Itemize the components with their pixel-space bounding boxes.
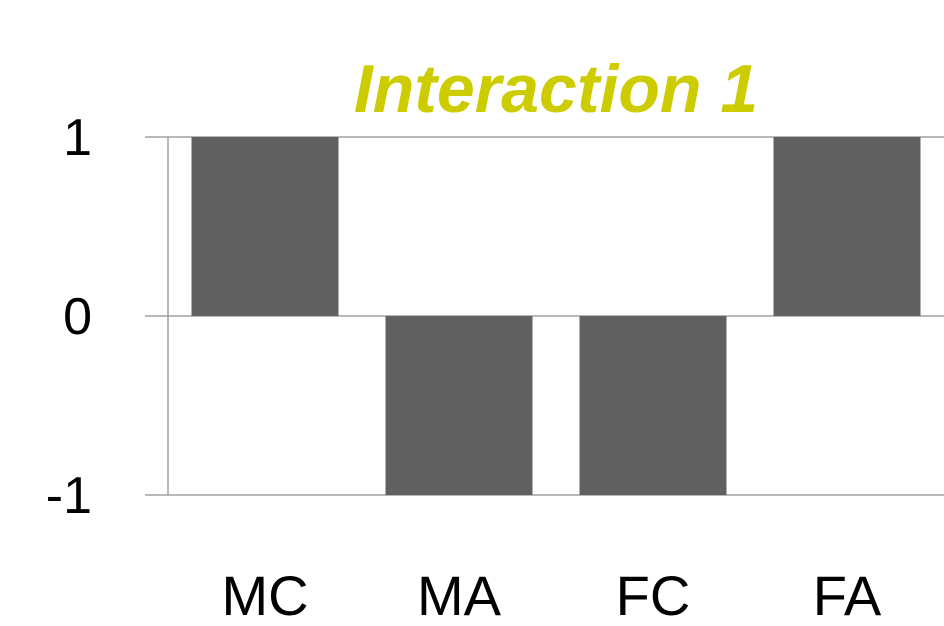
x-tick-label-fa: FA [813, 564, 882, 626]
y-tick-label-2: -1 [46, 467, 92, 525]
y-tick-label-0: 1 [63, 109, 92, 167]
y-tick-labels: 1 0 -1 [46, 109, 92, 525]
bar-fc [579, 316, 727, 495]
bars [191, 137, 921, 495]
bar-mc [191, 137, 339, 316]
chart-title: Interaction 1 [354, 51, 758, 127]
bar-fa [773, 137, 921, 316]
y-tick-label-1: 0 [63, 288, 92, 346]
x-tick-label-ma: MA [417, 564, 502, 626]
x-tick-label-mc: MC [221, 564, 308, 626]
x-tick-label-fc: FC [616, 564, 691, 626]
x-tick-labels: MC MA FC FA [221, 564, 881, 626]
bar-ma [385, 316, 533, 495]
